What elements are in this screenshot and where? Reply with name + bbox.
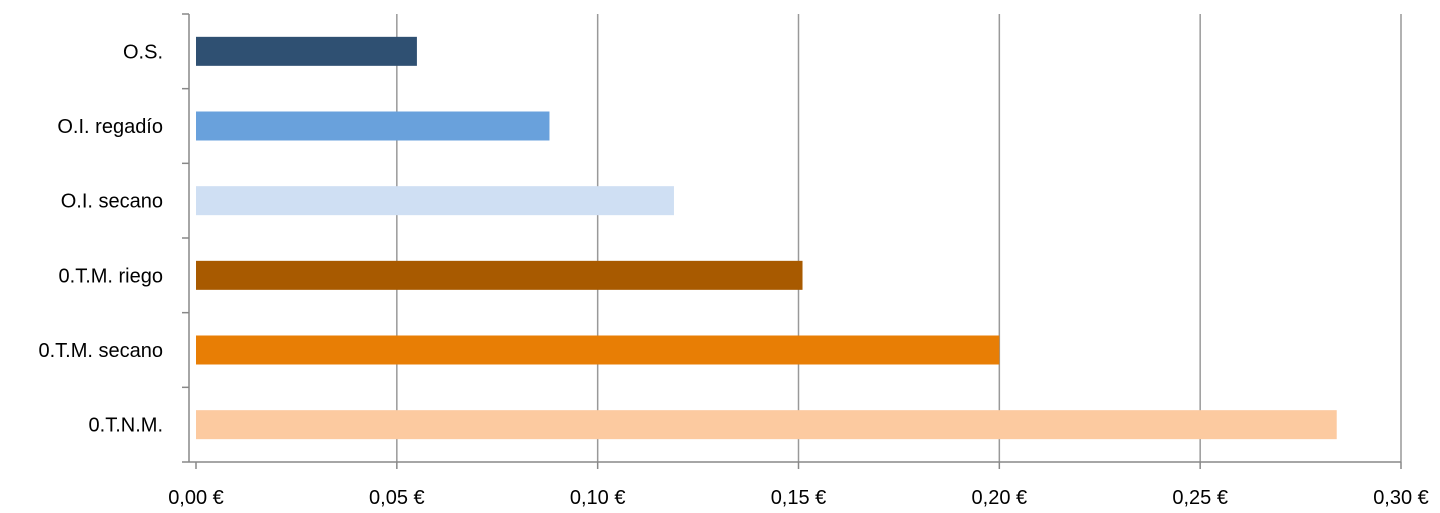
bar <box>196 260 803 290</box>
x-tick-label: 0,05 € <box>369 487 425 509</box>
x-tick-label: 0,25 € <box>1172 487 1228 509</box>
bar <box>196 186 674 216</box>
bar <box>196 335 1000 365</box>
x-axis-tick-labels: 0,00 € 0,05 € 0,10 € 0,15 € 0,20 € 0,25 € 0,30… <box>168 487 1429 509</box>
bar <box>196 410 1337 440</box>
axes <box>182 13 1402 469</box>
x-tick-label: 0,30 € <box>1373 487 1429 509</box>
category-label: 0.T.N.M. <box>89 415 163 437</box>
category-label: O.I. regadío <box>57 116 163 138</box>
category-label: O.I. secano <box>61 191 163 213</box>
bars <box>196 36 1337 440</box>
x-tick-label: 0,20 € <box>972 487 1028 509</box>
x-tick-label: 0,10 € <box>570 487 626 509</box>
gridlines <box>396 14 1402 462</box>
y-axis-category-labels: O.S. O.I. regadío O.I. secano 0.T.M. riego 0… <box>38 41 163 436</box>
category-label: 0.T.M. secano <box>38 340 163 362</box>
x-tick-label: 0,00 € <box>168 487 224 509</box>
category-label: O.S. <box>123 41 163 63</box>
category-label: 0.T.M. riego <box>59 265 163 287</box>
bar <box>196 36 417 66</box>
x-tick-label: 0,15 € <box>771 487 827 509</box>
bar <box>196 111 550 141</box>
